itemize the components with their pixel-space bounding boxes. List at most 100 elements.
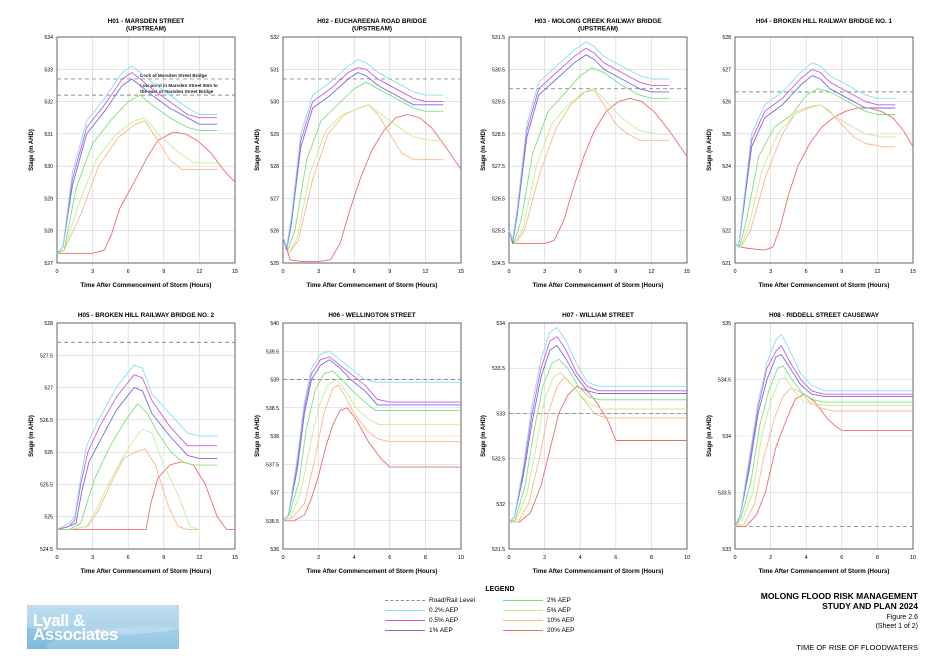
legend-label: 20% AEP (547, 627, 575, 634)
legend-swatch (385, 609, 425, 611)
plot-frame (56, 322, 236, 550)
series-line (57, 403, 218, 531)
hydrograph-panels: Deck of Marsden Street Bridge Low point i… (29, 18, 916, 575)
series-line (282, 350, 461, 522)
legend-item: 2% AEP (503, 596, 571, 605)
y-tick-label: 531.5 (492, 35, 505, 41)
series-line (56, 78, 218, 254)
x-tick-label: 6 (805, 269, 808, 275)
y-tick-label: 533 (44, 67, 53, 73)
logo-text: Lyall & Associates (33, 612, 118, 643)
x-tick-label: 0 (281, 269, 284, 275)
chart-h08: 0 2 4 6 8 10 533 533.5 534 534.5 535 H08 - RIDDELL … (707, 312, 916, 575)
x-tick-label: 12 (648, 269, 654, 275)
x-tick-label: 0 (733, 555, 736, 561)
chart-title: H05 - BROKEN HILL RAILWAY BRIDGE NO. 2 (78, 312, 215, 319)
x-tick-label: 15 (910, 269, 916, 275)
series-line (734, 388, 913, 527)
company-logo: Lyall & Associates (27, 605, 179, 649)
chart-h01: Deck of Marsden Street Bridge Low point i… (29, 18, 238, 289)
x-tick-label: 15 (684, 269, 690, 275)
y-tick-label: 527 (44, 261, 53, 267)
chart-h02: 0 3 6 9 12 15 525 526 527 528 529 530 531 532 H02 - EU… (255, 18, 464, 289)
y-tick-label: 539.5 (266, 349, 279, 355)
y-tick-label: 528 (44, 321, 53, 327)
x-tick-label: 8 (650, 555, 653, 561)
y-tick-label: 538.5 (266, 406, 279, 412)
series-line (57, 448, 200, 531)
legend: LEGEND Road/Rail Level 2% AEP 0.2% AEP 5% A… (385, 586, 615, 646)
x-tick-label: 8 (424, 555, 427, 561)
y-tick-label: 529 (44, 196, 53, 202)
x-tick-label: 3 (91, 555, 94, 561)
plot-frame (56, 36, 236, 264)
series-line (509, 385, 687, 523)
x-tick-label: 12 (422, 269, 428, 275)
reference-level-annotation: Low point in Marsden Street 50m to (140, 83, 218, 88)
series-line (734, 354, 913, 527)
x-tick-label: 4 (353, 555, 356, 561)
y-tick-label: 540 (270, 321, 279, 327)
y-tick-label: 526 (722, 100, 731, 106)
series-line (56, 65, 218, 254)
series-line (508, 67, 670, 245)
y-tick-label: 533.5 (492, 366, 505, 372)
x-tick-label: 3 (317, 269, 320, 275)
x-tick-label: 8 (876, 555, 879, 561)
x-tick-label: 6 (614, 555, 617, 561)
series-line (282, 72, 444, 251)
x-tick-label: 12 (874, 269, 880, 275)
series-line (56, 120, 218, 254)
legend-swatch (503, 609, 543, 611)
y-axis-label: Stage (m AHD) (29, 129, 35, 171)
x-tick-label: 15 (458, 269, 464, 275)
y-tick-label: 530 (44, 164, 53, 170)
x-axis-label: Time After Commencement of Storm (Hours) (533, 568, 664, 575)
y-tick-label: 526 (270, 229, 279, 235)
series-line (734, 104, 896, 248)
y-tick-label: 534.5 (718, 378, 731, 384)
x-tick-label: 2 (317, 555, 320, 561)
series-line (508, 89, 670, 245)
reference-level-annotation: Deck of Marsden Street Bridge (140, 73, 207, 78)
y-tick-label: 534 (496, 321, 505, 327)
y-tick-label: 533 (496, 411, 505, 417)
y-tick-label: 525 (270, 261, 279, 267)
y-tick-label: 525.5 (492, 229, 505, 235)
x-tick-label: 6 (127, 555, 130, 561)
y-tick-label: 528.5 (492, 132, 505, 138)
plot-frame (282, 36, 462, 264)
x-tick-label: 4 (579, 555, 582, 561)
x-axis-label: Time After Commencement of Storm (Hours) (81, 568, 212, 575)
series-line (734, 107, 914, 251)
y-tick-label: 534 (44, 35, 53, 41)
y-tick-label: 532 (496, 502, 505, 508)
y-axis-label: Stage (m AHD) (29, 415, 35, 457)
chart-h04: 0 3 6 9 12 15 521 522 523 524 525 526 527 528 H04 - BR… (707, 18, 916, 289)
x-tick-label: 0 (733, 269, 736, 275)
plot-frame (734, 322, 914, 550)
legend-swatch (385, 599, 425, 601)
x-tick-label: 2 (543, 555, 546, 561)
series-line (56, 374, 218, 531)
plot-frame (282, 322, 462, 550)
legend-label: 2% AEP (547, 597, 571, 604)
y-tick-label: 531 (270, 67, 279, 73)
y-tick-label: 527 (44, 386, 53, 392)
x-tick-label: 6 (579, 269, 582, 275)
y-tick-label: 537 (270, 491, 279, 497)
series-line (282, 114, 462, 262)
chart-title: (UPSTREAM) (126, 26, 166, 33)
y-axis-label: Stage (m AHD) (481, 415, 487, 457)
y-tick-label: 527.5 (492, 164, 505, 170)
legend-swatch (385, 629, 425, 631)
chart-title: H01 - MARSDEN STREET (108, 18, 185, 25)
series-line (734, 88, 896, 248)
report-title-line1: MOLONG FLOOD RISK MANAGEMENT (760, 591, 918, 601)
legend-swatch (503, 599, 543, 601)
legend-label: 0.5% AEP (429, 617, 459, 624)
figure-number: Figure 2.6 (886, 614, 918, 621)
legend-item: 20% AEP (503, 626, 574, 635)
chart-title: H07 - WILLIAM STREET (562, 312, 634, 319)
legend-label: 1% AEP (429, 627, 453, 634)
